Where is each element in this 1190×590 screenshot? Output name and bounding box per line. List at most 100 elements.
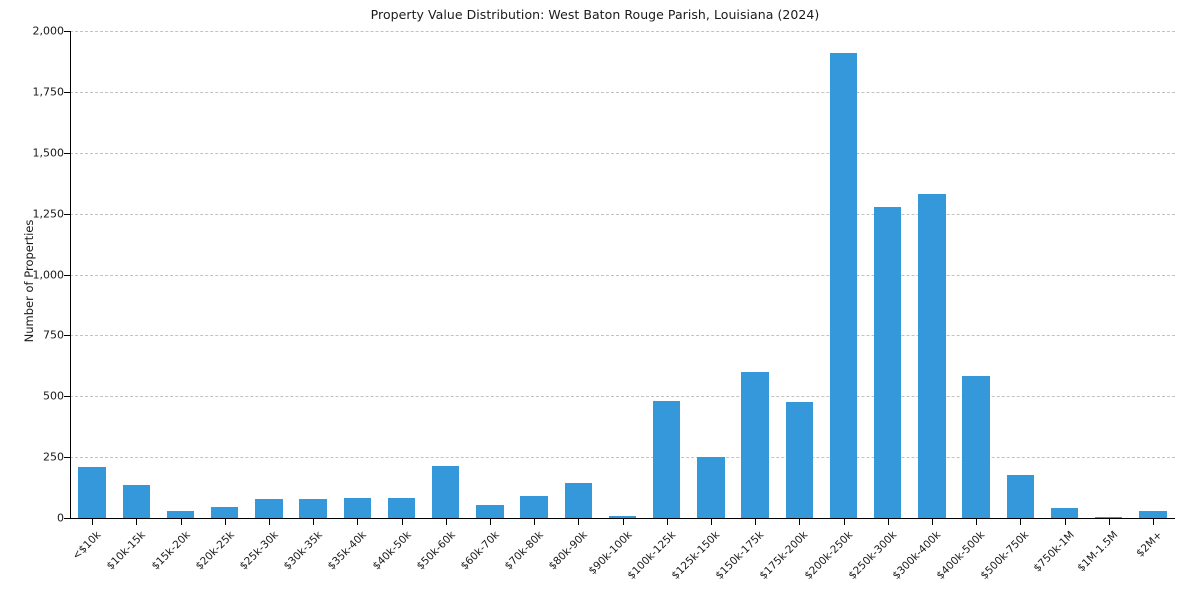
x-tick-label-text: $40k-50k: [369, 529, 414, 573]
y-tick-mark: [64, 152, 70, 154]
y-tick-mark: [64, 396, 70, 398]
x-tick-label: $40k-50k: [370, 529, 413, 572]
x-tick-mark: [931, 519, 933, 525]
y-tick-label: 1,250: [32, 207, 65, 221]
y-tick-label: 750: [43, 328, 64, 342]
x-tick-label-text: $80k-90k: [546, 529, 591, 573]
bar[interactable]: [962, 376, 990, 518]
bar[interactable]: [343, 498, 371, 518]
x-tick-label: $60k-70k: [458, 529, 501, 572]
x-tick-mark: [224, 519, 226, 525]
x-tick-mark: [357, 519, 359, 525]
bar[interactable]: [210, 506, 239, 518]
x-tick-label-text: $15k-20k: [148, 529, 193, 573]
gridline: [70, 335, 1175, 337]
x-tick-mark: [666, 519, 668, 525]
y-tick-label: 2,000: [32, 24, 65, 38]
x-tick-label-text: $35k-40k: [325, 529, 370, 573]
x-tick-mark: [622, 519, 624, 525]
y-tick-label: 250: [43, 450, 64, 464]
bar[interactable]: [918, 194, 946, 518]
x-tick-label-text: $10k-15k: [104, 529, 149, 573]
bar[interactable]: [741, 372, 769, 518]
gridline: [70, 31, 1175, 32]
x-tick-mark: [445, 519, 447, 525]
x-tick-mark: [534, 519, 536, 525]
x-tick-label: $20k-25k: [193, 529, 236, 572]
plot-area: [70, 31, 1175, 519]
y-tick-mark: [64, 91, 70, 93]
bar[interactable]: [564, 483, 592, 518]
bar[interactable]: [829, 52, 858, 518]
x-tick-label: $30k-35k: [282, 529, 325, 572]
x-tick-label-text: $20k-25k: [193, 529, 237, 573]
x-tick-mark: [1064, 519, 1066, 525]
x-tick-mark: [268, 519, 270, 525]
y-tick-mark: [64, 31, 70, 32]
bar[interactable]: [1006, 475, 1034, 518]
x-tick-label-text: $30k-35k: [281, 529, 325, 573]
x-tick-label: $25k-30k: [237, 529, 280, 572]
gridline: [70, 396, 1175, 398]
x-tick-label-text: $90k-100k: [585, 529, 635, 578]
bar[interactable]: [697, 457, 725, 518]
gridline: [70, 274, 1175, 276]
y-tick-mark: [64, 335, 70, 337]
x-tick-mark: [976, 519, 978, 525]
x-tick-mark: [887, 519, 889, 525]
bar[interactable]: [299, 499, 327, 518]
x-tick-label-text: $750k-1M: [1030, 529, 1077, 575]
gridline: [70, 91, 1175, 93]
x-tick-label: $750k-1M: [1031, 529, 1076, 574]
x-tick-label-text: $1M-1.5M: [1074, 529, 1121, 575]
bar[interactable]: [873, 207, 902, 518]
y-tick-mark: [64, 274, 70, 276]
x-tick-label-text: $50k-60k: [414, 529, 458, 573]
x-tick-label: $70k-80k: [503, 529, 546, 572]
x-tick-label: $10k-15k: [105, 529, 148, 572]
x-tick-mark: [843, 519, 845, 525]
bar[interactable]: [1050, 508, 1079, 518]
x-axis-spine: [70, 518, 1175, 519]
x-tick-label-text: $60k-70k: [458, 529, 502, 573]
x-tick-mark: [799, 519, 801, 525]
bar[interactable]: [431, 465, 460, 518]
x-tick-mark: [92, 519, 94, 525]
bar[interactable]: [78, 466, 106, 518]
x-tick-mark: [489, 519, 491, 525]
bar[interactable]: [520, 496, 548, 518]
x-tick-label-text: $2M+: [1134, 529, 1165, 560]
x-tick-label: $90k-100k: [586, 529, 634, 577]
x-tick-mark: [1020, 519, 1022, 525]
x-tick-label: <$10k: [70, 529, 103, 562]
chart-title: Property Value Distribution: West Baton …: [370, 7, 820, 22]
gridline: [70, 152, 1175, 154]
x-tick-label: $2M+: [1134, 529, 1165, 560]
x-tick-label: $1M-1.5M: [1075, 529, 1120, 574]
bar[interactable]: [785, 401, 813, 518]
y-tick-label: 1,750: [32, 85, 65, 99]
bar[interactable]: [387, 498, 416, 518]
x-tick-mark: [401, 519, 403, 525]
bar[interactable]: [1139, 511, 1167, 518]
y-tick-label: 500: [43, 389, 64, 403]
y-tick-label: 0: [57, 511, 64, 525]
x-tick-label-text: $70k-80k: [502, 529, 546, 573]
y-axis-label: Number of Properties: [22, 219, 36, 343]
y-tick-label: 1,500: [32, 146, 65, 160]
y-tick-label: 1,000: [32, 268, 65, 281]
bar[interactable]: [476, 505, 504, 518]
gridlines: [70, 31, 1175, 519]
x-tick-mark: [136, 519, 138, 525]
bar[interactable]: [1094, 517, 1123, 518]
bar[interactable]: [122, 484, 150, 518]
bar[interactable]: [166, 511, 195, 518]
x-tick-mark: [1152, 519, 1154, 525]
bar[interactable]: [255, 499, 283, 518]
bar[interactable]: [652, 400, 681, 518]
gridline: [70, 457, 1175, 459]
x-tick-label-text: <$10k: [70, 529, 104, 563]
x-tick-label-text: $25k-30k: [237, 529, 281, 573]
bar[interactable]: [608, 515, 637, 518]
